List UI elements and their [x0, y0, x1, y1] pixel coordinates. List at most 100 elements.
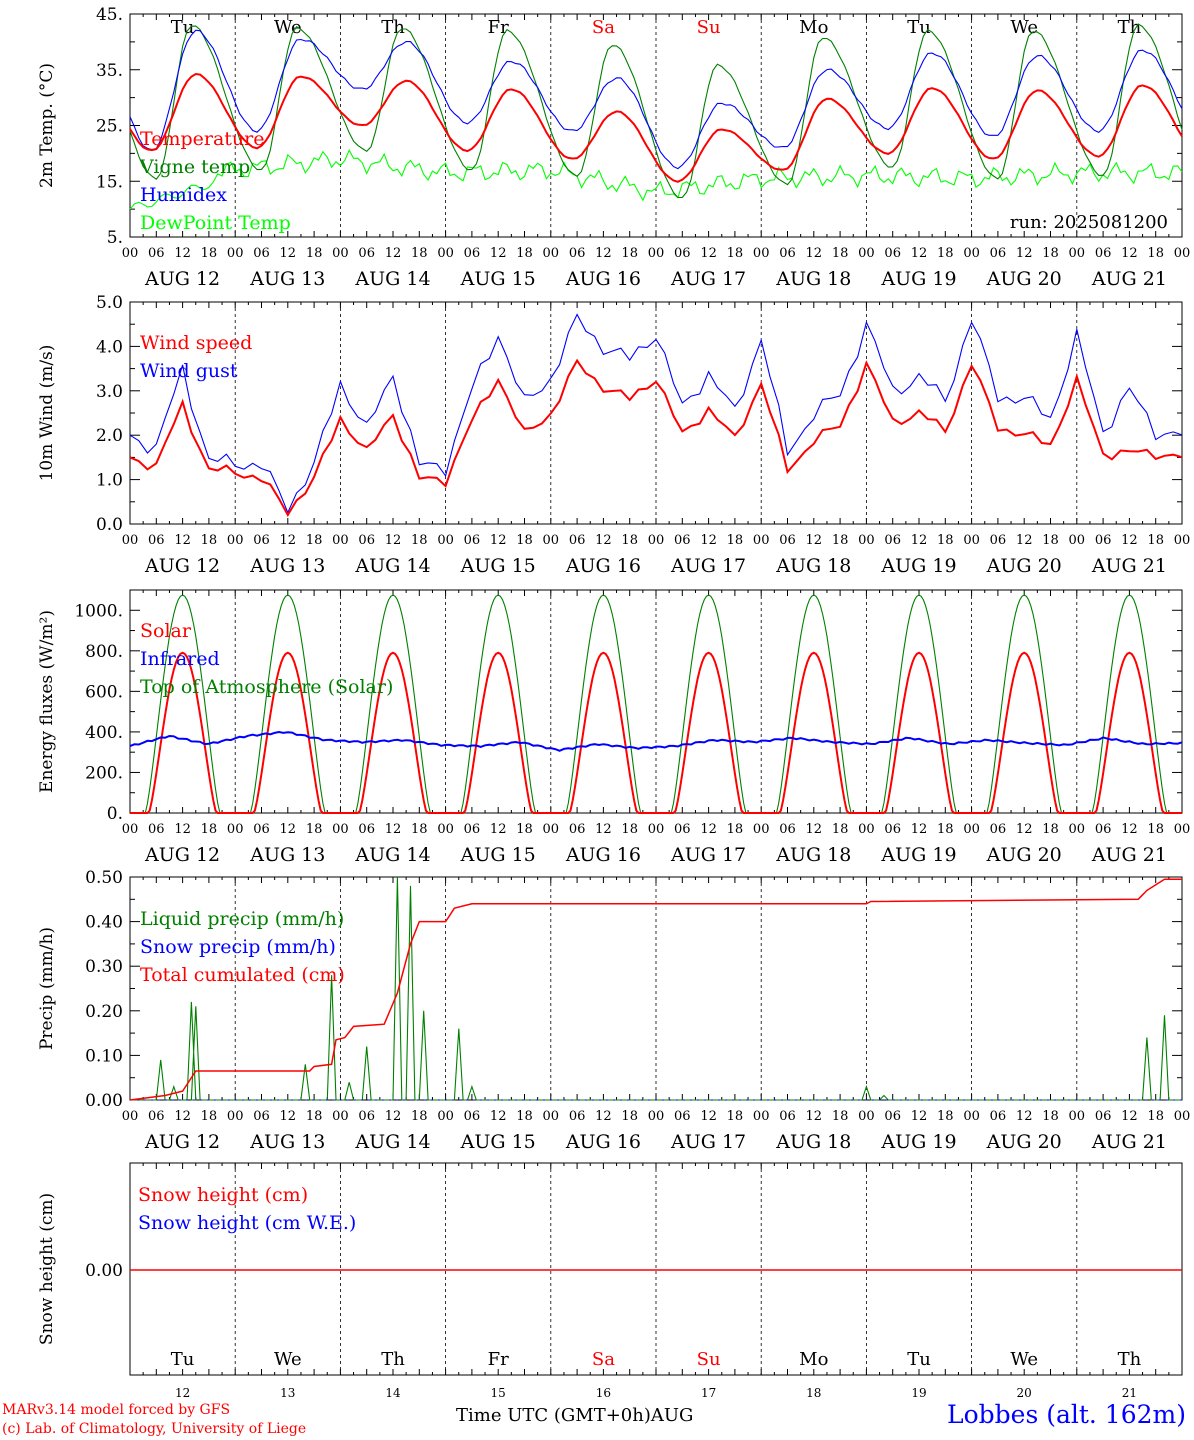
date-label: AUG 16 [565, 555, 641, 577]
day-abbr-bottom: Tu [171, 1349, 195, 1370]
y-tick-label: 400. [85, 723, 123, 743]
hour-label: 06 [464, 1109, 481, 1124]
day-abbr-bottom: Sa [592, 1349, 615, 1370]
day-abbr-bottom: Th [1118, 1349, 1142, 1370]
hour-label: 12 [806, 246, 823, 261]
y-tick-label: 25. [96, 117, 123, 137]
day-abbr-bottom: Th [381, 1349, 405, 1370]
hour-label: 12 [490, 1109, 507, 1124]
hour-label: 18 [201, 246, 218, 261]
date-label: AUG 20 [986, 555, 1062, 577]
day-abbr-top: Mo [799, 17, 828, 38]
date-label: AUG 15 [460, 555, 536, 577]
legend-2: Snow height (cm W.E.) [138, 1212, 356, 1234]
hour-label: 06 [148, 822, 165, 837]
hour-label: 12 [1016, 533, 1033, 548]
date-label: AUG 17 [670, 1131, 746, 1153]
hour-label: 06 [1095, 822, 1112, 837]
hour-label: 06 [358, 822, 375, 837]
hour-label: 00 [122, 246, 139, 261]
hour-label: 12 [1121, 822, 1138, 837]
y-tick-label: 0.0 [96, 515, 123, 535]
hour-label: 06 [253, 1109, 270, 1124]
hour-label: 06 [569, 246, 586, 261]
hour-label: 12 [1016, 1109, 1033, 1124]
hour-label: 06 [990, 533, 1007, 548]
hour-label: 00 [963, 533, 980, 548]
day-number: 15 [491, 1386, 506, 1400]
date-label: AUG 12 [144, 1131, 220, 1153]
hour-label: 00 [753, 822, 770, 837]
hour-label: 18 [306, 246, 323, 261]
hour-label: 12 [174, 1109, 191, 1124]
legend-1: Solar [140, 620, 192, 642]
day-abbr-top: We [1010, 17, 1038, 38]
hour-label: 18 [201, 533, 218, 548]
y-tick-label: 2.0 [96, 426, 123, 446]
y-tick-label: 600. [85, 682, 123, 702]
hour-label: 00 [648, 533, 665, 548]
model-credit: MARv3.14 model forced by GFS [2, 1402, 231, 1418]
y-tick-label: 3.0 [96, 382, 123, 402]
day-number: 18 [806, 1386, 821, 1400]
date-label: AUG 17 [670, 844, 746, 866]
hour-label: 12 [595, 533, 612, 548]
date-label: AUG 21 [1091, 268, 1167, 290]
day-abbr-top: Th [1118, 17, 1142, 38]
hour-label: 00 [1174, 533, 1191, 548]
day-abbr-bottom: Tu [907, 1349, 931, 1370]
date-label: AUG 16 [565, 1131, 641, 1153]
hour-label: 00 [963, 1109, 980, 1124]
hour-label: 00 [543, 533, 560, 548]
dewpoint-line [129, 148, 1183, 210]
hour-label: 00 [753, 1109, 770, 1124]
legend-1: Temperature [140, 128, 264, 150]
hour-label: 12 [595, 1109, 612, 1124]
date-label: AUG 15 [460, 1131, 536, 1153]
hour-label: 06 [464, 822, 481, 837]
hour-label: 12 [385, 533, 402, 548]
day-number: 14 [385, 1386, 401, 1400]
hour-label: 18 [727, 822, 744, 837]
day-abbr-bottom: Su [697, 1349, 721, 1370]
hour-label: 12 [1121, 533, 1138, 548]
x-axis-month: AUG [650, 1405, 694, 1426]
hour-label: 06 [884, 533, 901, 548]
hour-label: 00 [543, 246, 560, 261]
day-number: 19 [911, 1386, 926, 1400]
hour-label: 00 [122, 822, 139, 837]
date-label: AUG 14 [354, 844, 430, 866]
y-tick-label: 1.0 [96, 471, 123, 491]
day-abbr-top: Tu [907, 17, 931, 38]
hour-label: 06 [884, 1109, 901, 1124]
y-axis-label: 10m Wind (m/s) [37, 345, 57, 482]
hour-label: 18 [516, 246, 533, 261]
y-tick-label: 0.00 [85, 1261, 123, 1281]
hour-label: 12 [911, 533, 928, 548]
hour-label: 18 [1042, 246, 1059, 261]
hour-label: 00 [858, 822, 875, 837]
date-label: AUG 17 [670, 555, 746, 577]
hour-label: 06 [569, 822, 586, 837]
y-tick-label: 0.00 [85, 1091, 123, 1111]
hour-label: 12 [280, 533, 297, 548]
y-tick-label: 0.40 [85, 913, 123, 933]
date-label: AUG 14 [354, 555, 430, 577]
hour-label: 00 [332, 533, 349, 548]
hour-label: 12 [385, 1109, 402, 1124]
day-abbr-bottom: Mo [799, 1349, 828, 1370]
date-label: AUG 19 [880, 555, 956, 577]
hour-label: 00 [753, 533, 770, 548]
hour-label: 18 [727, 1109, 744, 1124]
panel-frame-3 [129, 589, 1183, 814]
hour-label: 18 [1147, 246, 1164, 261]
y-tick-label: 35. [96, 61, 123, 81]
hour-label: 18 [937, 246, 954, 261]
hour-label: 06 [464, 533, 481, 548]
hour-label: 00 [963, 246, 980, 261]
hour-label: 18 [621, 822, 638, 837]
hour-label: 12 [911, 822, 928, 837]
day-abbr-bottom: Fr [488, 1349, 509, 1370]
hour-label: 06 [253, 822, 270, 837]
